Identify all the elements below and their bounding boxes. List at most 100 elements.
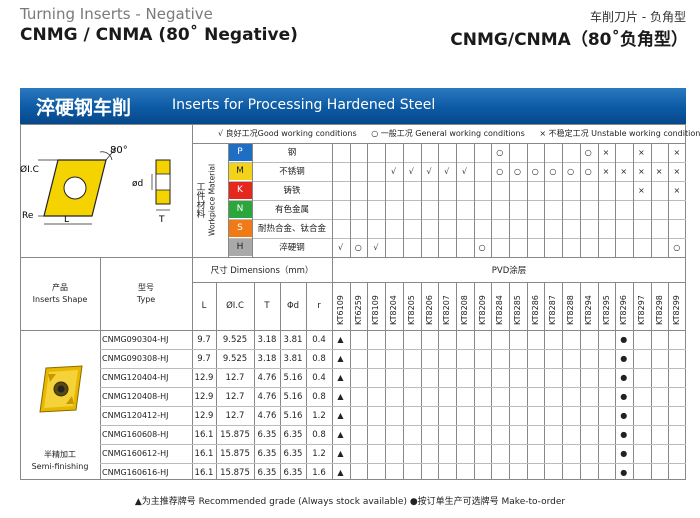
grid-hline [100, 387, 686, 388]
dimension-value-l: 9.7 [197, 353, 211, 364]
workpiece-mark: ○ [354, 242, 362, 252]
grade-availability [438, 463, 455, 482]
grade-availability: ● [620, 449, 628, 458]
grade-availability [456, 349, 473, 368]
dimension-header-4: r [317, 301, 321, 311]
grade-availability [509, 368, 526, 387]
dimension-value-l: 16.1 [194, 467, 214, 478]
grade-availability [385, 368, 402, 387]
type-header: 型号 Type [100, 258, 192, 330]
workpiece-mark [456, 200, 473, 218]
dimension-value-l: 12.9 [194, 391, 214, 402]
grade-availability [438, 387, 455, 406]
grid-hline [100, 349, 686, 350]
workpiece-mark [527, 219, 544, 237]
workpiece-mark: ○ [567, 166, 575, 176]
grid-vline [216, 282, 217, 480]
workpiece-mark [491, 181, 508, 199]
workpiece-mark [527, 238, 544, 256]
workpiece-mark [509, 238, 526, 256]
grade-availability [474, 387, 491, 406]
grade-availability [527, 406, 544, 425]
material-code-k: K [228, 181, 252, 199]
workpiece-mark: ○ [549, 166, 557, 176]
grade-header-kt8296: KT8296 [619, 295, 629, 325]
grid-hline [100, 444, 686, 445]
grid-vline [544, 282, 546, 480]
grade-header-kt6259: KT6259 [353, 295, 363, 325]
grade-availability [580, 387, 597, 406]
grade-availability [562, 387, 579, 406]
type-header-en: Type [136, 295, 156, 304]
section-banner: 淬硬钢车削 Inserts for Processing Hardened St… [20, 88, 686, 124]
product-type: CNMG090304-HJ [102, 335, 169, 344]
workpiece-mark [456, 143, 473, 161]
grade-availability [580, 444, 597, 463]
workpiece-mark [474, 181, 491, 199]
grade-availability [509, 444, 526, 463]
header-title-cn: CNMG/CNMA（80˚负角型） [450, 30, 688, 50]
grade-availability [350, 368, 367, 387]
workpiece-mark [456, 219, 473, 237]
grade-availability [509, 406, 526, 425]
dimension-value-d: 5.16 [283, 410, 303, 421]
grade-header-kt8205: KT8205 [406, 295, 416, 325]
grid-vline [632, 282, 634, 480]
grade-availability [668, 349, 685, 368]
workpiece-mark [562, 200, 579, 218]
grade-availability [474, 444, 491, 463]
grid-vline [192, 124, 193, 258]
grade-availability [544, 425, 561, 444]
grade-availability [580, 425, 597, 444]
grade-availability: ▲ [337, 411, 344, 420]
grade-availability [438, 330, 455, 349]
grade-availability [456, 444, 473, 463]
grid-hline [228, 238, 686, 239]
workpiece-mark [509, 181, 526, 199]
workpiece-mark [598, 238, 615, 256]
grade-availability [385, 444, 402, 463]
grade-availability [367, 387, 384, 406]
grade-availability [527, 349, 544, 368]
workpiece-mark [651, 238, 668, 256]
workpiece-mark: × [655, 166, 663, 176]
shape-header-cn: 产品 [52, 283, 68, 292]
workpiece-mark [633, 238, 650, 256]
grade-header-kt8204: KT8204 [389, 295, 399, 325]
angle-label: 80° [110, 145, 128, 156]
grade-availability: ● [620, 335, 628, 344]
grade-availability [668, 368, 685, 387]
workpiece-mark [544, 200, 561, 218]
workpiece-mark [562, 181, 579, 199]
l-label: L [64, 215, 69, 225]
grid-hline [20, 330, 686, 331]
dimension-value-t: 6.35 [257, 448, 277, 459]
grade-availability [456, 463, 473, 482]
workpiece-mark [474, 162, 491, 180]
grade-availability [633, 425, 650, 444]
workpiece-mark: × [638, 166, 645, 176]
dimension-value-t: 4.76 [257, 372, 277, 383]
material-code-p: P [228, 143, 252, 161]
workpiece-mark [633, 200, 650, 218]
workpiece-mark [438, 238, 455, 256]
workpiece-mark [438, 143, 455, 161]
grade-availability [527, 387, 544, 406]
grade-availability [633, 387, 650, 406]
grid-hline [228, 219, 686, 220]
grid-hline [100, 406, 686, 407]
workpiece-mark [350, 162, 367, 180]
legend-general: ○ 一般工况 General working conditions [371, 129, 525, 138]
workpiece-mark: ○ [584, 147, 592, 157]
grade-availability [580, 330, 597, 349]
grade-availability [668, 425, 685, 444]
grade-availability [598, 387, 615, 406]
workpiece-mark [367, 219, 384, 237]
shape-header-en: Inserts Shape [32, 295, 88, 304]
dimension-value-ic: 12.7 [225, 372, 245, 383]
grade-availability [562, 444, 579, 463]
grade-availability [350, 406, 367, 425]
material-code-s: S [228, 219, 252, 237]
workpiece-mark [651, 200, 668, 218]
workpiece-mark: ○ [478, 242, 486, 252]
